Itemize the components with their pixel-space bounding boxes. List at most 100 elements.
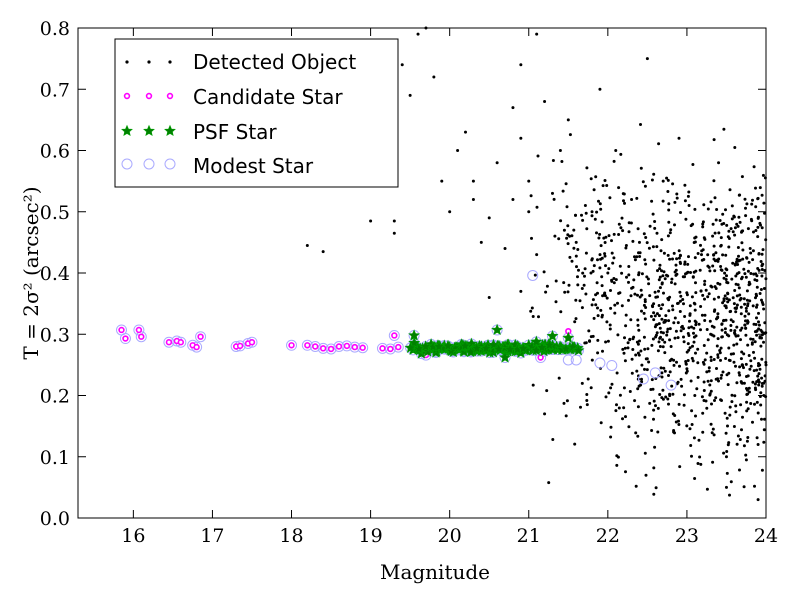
candidate-star-point — [288, 342, 295, 349]
detected-object-point — [705, 487, 709, 491]
detected-object-point — [736, 434, 740, 438]
detected-object-point — [673, 270, 677, 274]
detected-object-point — [665, 333, 669, 337]
legend-modest-marker — [121, 158, 133, 170]
detected-object-point — [623, 359, 627, 363]
candidate-star-point — [165, 339, 173, 346]
detected-object-point — [697, 438, 701, 442]
detected-object-point — [542, 270, 546, 274]
detected-object-point — [760, 252, 764, 256]
detected-object-point — [719, 236, 723, 240]
detected-object-point — [630, 371, 634, 375]
psf-star-point — [419, 340, 432, 352]
detected-object-point — [745, 409, 749, 413]
detected-object-point — [704, 288, 708, 292]
detected-object-point — [677, 256, 681, 260]
detected-object-point — [684, 371, 688, 375]
detected-object-point — [561, 189, 565, 193]
detected-object-point — [744, 319, 747, 323]
x-tick-label: 17 — [200, 525, 224, 547]
detected-object-point — [699, 243, 702, 247]
detected-object-point — [725, 297, 729, 301]
detected-object-point — [648, 401, 652, 405]
detected-object-point — [709, 355, 713, 359]
detected-object-point — [757, 252, 761, 256]
detected-object-point — [609, 435, 613, 439]
detected-object-point — [603, 252, 607, 256]
detected-object-point — [761, 262, 765, 266]
detected-object-point — [689, 271, 692, 274]
detected-object-point — [636, 351, 640, 355]
detected-object-point — [744, 458, 748, 462]
detected-object-point — [545, 389, 549, 393]
detected-object-point — [746, 407, 750, 411]
detected-object-point — [740, 381, 744, 385]
detected-object-point — [746, 302, 750, 306]
detected-object-point — [647, 360, 651, 364]
detected-object-point — [736, 246, 740, 249]
legend-candidate-marker — [123, 92, 131, 100]
detected-object-point — [716, 312, 720, 316]
detected-object-point — [625, 275, 628, 279]
detected-object-point — [726, 300, 730, 304]
x-tick-label: 21 — [517, 525, 541, 547]
detected-object-point — [613, 303, 617, 307]
detected-object-point — [519, 136, 523, 140]
detected-object-point — [749, 217, 753, 221]
detected-object-point — [716, 337, 720, 341]
detected-object-point — [702, 203, 706, 207]
detected-object-point — [657, 142, 661, 146]
detected-object-point — [752, 272, 756, 276]
detected-object-point — [589, 271, 593, 275]
detected-object-point — [595, 210, 599, 214]
detected-object-point — [711, 222, 715, 226]
detected-object-point — [622, 351, 626, 355]
detected-object-point — [739, 312, 743, 316]
detected-object-point — [664, 395, 668, 399]
detected-object-point — [742, 444, 746, 448]
detected-object-point — [596, 258, 599, 262]
detected-object-point — [762, 428, 766, 432]
detected-object-point — [692, 436, 696, 440]
detected-object-point — [638, 255, 642, 258]
detected-object-point — [432, 75, 436, 79]
legend-modest-marker — [143, 158, 155, 170]
detected-object-point — [722, 451, 726, 455]
detected-object-point — [690, 325, 693, 329]
modest-star-point — [637, 373, 649, 385]
detected-object-point — [570, 234, 574, 238]
detected-object-point — [730, 400, 734, 404]
detected-object-point — [667, 202, 671, 206]
detected-object-point — [670, 384, 674, 388]
detected-object-point — [637, 328, 641, 332]
detected-object-point — [667, 298, 671, 302]
detected-object-point — [583, 267, 587, 271]
detected-object-point — [662, 366, 666, 370]
detected-object-point — [607, 267, 611, 271]
detected-object-point — [529, 309, 533, 313]
detected-object-point — [563, 290, 567, 294]
detected-object-point — [621, 417, 624, 421]
detected-object-point — [719, 376, 723, 380]
detected-object-point — [735, 342, 739, 346]
detected-object-point — [760, 226, 764, 230]
detected-object-point — [658, 345, 662, 348]
detected-object-point — [609, 289, 612, 292]
detected-object-point — [761, 248, 765, 252]
detected-object-point — [692, 331, 695, 335]
legend-psf-marker — [121, 124, 133, 137]
detected-object-point — [762, 440, 766, 444]
detected-object-point — [627, 425, 631, 429]
detected-object-point — [734, 262, 737, 266]
detected-object-point — [535, 32, 539, 36]
detected-object-point — [579, 405, 582, 409]
detected-object-point — [615, 463, 619, 467]
candidate-star-point — [379, 345, 386, 352]
detected-object-point — [675, 257, 679, 261]
candidate-star-point — [335, 343, 343, 350]
detected-object-point — [745, 256, 749, 260]
detected-object-point — [743, 197, 747, 201]
legend-detected-marker — [168, 60, 172, 64]
detected-object-point — [565, 205, 569, 209]
psf-star-point — [491, 323, 504, 336]
